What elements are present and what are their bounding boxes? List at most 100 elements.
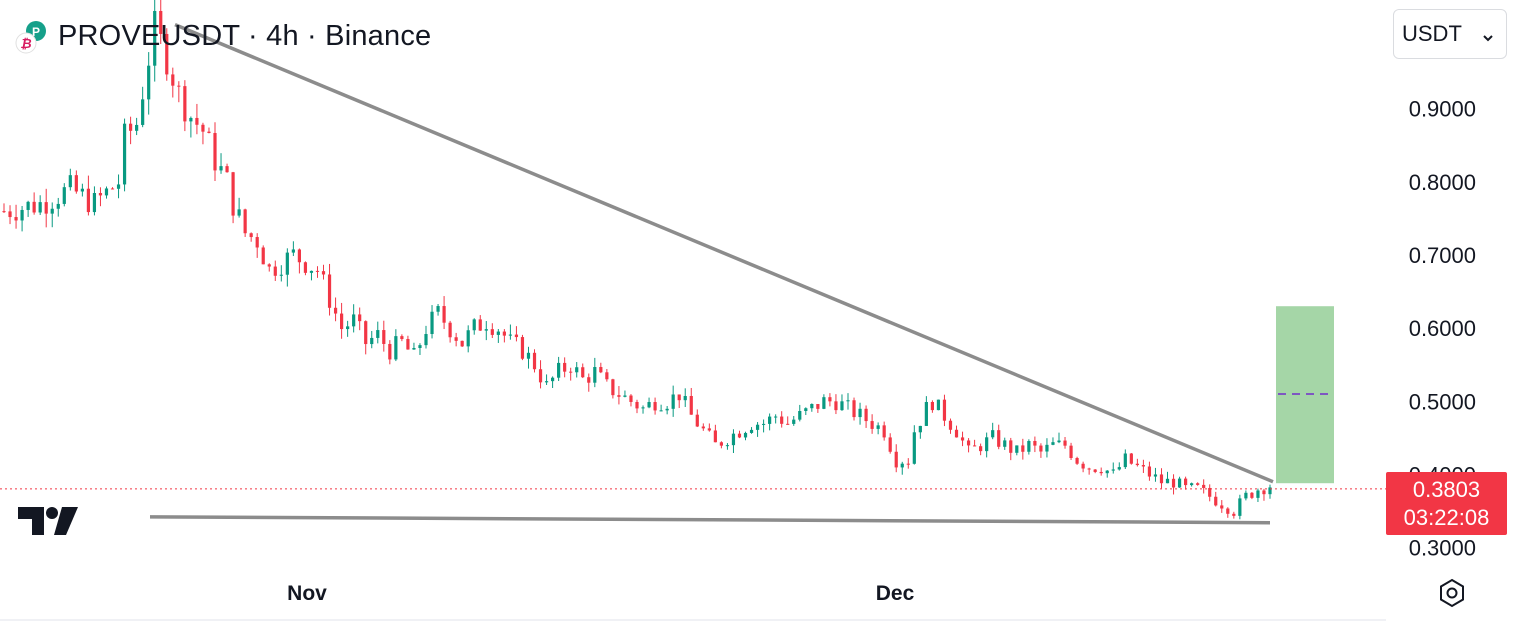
currency-selector[interactable]: USDT — [1393, 9, 1507, 59]
candle-body — [569, 371, 573, 373]
candle-body — [249, 233, 253, 238]
candle-body — [1081, 463, 1085, 469]
candle-body — [68, 175, 72, 188]
svg-text:₿: ₿ — [20, 36, 31, 51]
symbol-title[interactable]: PROVEUSDT · 4h · Binance — [58, 19, 432, 52]
candle-body — [508, 334, 512, 336]
candle-body — [1214, 496, 1218, 506]
candle-body — [183, 86, 187, 122]
candle-body — [635, 401, 639, 409]
candle-body — [273, 266, 277, 276]
candle-body — [617, 395, 621, 397]
candle-body — [406, 339, 410, 350]
candle-body — [942, 399, 947, 421]
candle-body — [912, 432, 916, 464]
candle-body — [56, 203, 60, 209]
candle-body — [195, 117, 199, 125]
candle-body — [768, 416, 772, 424]
candle-body — [840, 401, 844, 411]
candle-body — [822, 397, 826, 409]
candle-body — [918, 425, 922, 433]
candle-body — [954, 429, 959, 438]
candle-body — [1238, 498, 1242, 516]
candle-body — [412, 347, 416, 350]
candle-body — [858, 408, 862, 418]
candlestick-series — [2, 0, 1272, 520]
candle-body — [74, 175, 78, 192]
chart-drawings[interactable] — [0, 23, 1386, 525]
candle-body — [14, 217, 18, 221]
candle-body — [743, 432, 748, 438]
candle-body — [309, 270, 314, 273]
candle-body — [997, 430, 1001, 447]
candle-body — [725, 445, 730, 447]
candle-body — [430, 311, 434, 335]
candle-body — [713, 430, 717, 443]
candle-body — [755, 424, 760, 430]
candle-body — [1063, 440, 1067, 446]
candle-body — [376, 330, 380, 338]
candle-body — [1256, 490, 1260, 498]
candle-body — [575, 367, 579, 373]
candle-body — [701, 426, 705, 429]
candle-body — [810, 403, 814, 409]
candle-body — [400, 336, 404, 340]
candle-body — [135, 124, 139, 131]
candle-body — [876, 425, 880, 429]
candle-body — [442, 306, 446, 323]
candle-body — [1051, 442, 1055, 445]
candle-body — [297, 249, 301, 263]
candle-body — [340, 313, 344, 330]
candle-body — [1165, 478, 1170, 484]
chart-settings-icon[interactable] — [1437, 578, 1467, 608]
candle-body — [653, 402, 657, 411]
time-axis[interactable]: Nov Dec — [0, 582, 1386, 621]
candle-body — [177, 85, 181, 87]
candle-body — [147, 65, 151, 100]
candle-body — [2, 211, 6, 213]
candle-body — [62, 187, 66, 204]
candle-body — [1268, 487, 1272, 495]
candle-body — [484, 329, 488, 331]
candle-body — [677, 394, 681, 401]
candle-body — [285, 252, 289, 275]
candle-body — [370, 337, 374, 345]
candle-body — [563, 362, 567, 372]
candle-body — [116, 184, 121, 189]
candle-body — [1250, 492, 1254, 498]
candle-body — [671, 394, 675, 409]
candle-body — [611, 379, 615, 396]
candle-body — [460, 340, 464, 347]
tradingview-logo-icon[interactable] — [18, 505, 80, 537]
candle-body — [695, 414, 699, 427]
candle-body — [1069, 445, 1073, 459]
candle-body — [526, 352, 531, 359]
candle-body — [780, 416, 784, 424]
candle-body — [291, 249, 295, 253]
currency-value: USDT — [1402, 21, 1462, 46]
candle-body — [665, 408, 669, 411]
candle-body — [122, 123, 127, 185]
candle-body — [1153, 474, 1158, 477]
candle-body — [165, 33, 169, 75]
candle-body — [532, 352, 537, 370]
candle-body — [352, 314, 356, 327]
y-tick-label: 0.7000 — [1409, 243, 1476, 268]
candle-body — [1045, 444, 1049, 452]
candle-body — [50, 208, 54, 214]
candle-body — [231, 172, 235, 216]
candle-body — [1093, 469, 1097, 472]
candle-body — [490, 329, 494, 335]
candle-body — [358, 314, 362, 322]
y-tick-label: 0.3000 — [1409, 536, 1476, 561]
candle-body — [1190, 483, 1194, 486]
candle-body — [1135, 463, 1139, 466]
candle-body — [1159, 474, 1164, 484]
candle-body — [502, 331, 506, 336]
candle-body — [786, 423, 790, 425]
y-tick-label: 0.6000 — [1409, 316, 1476, 341]
candle-body — [159, 10, 163, 34]
candle-body — [804, 408, 808, 412]
candle-body — [153, 10, 157, 66]
